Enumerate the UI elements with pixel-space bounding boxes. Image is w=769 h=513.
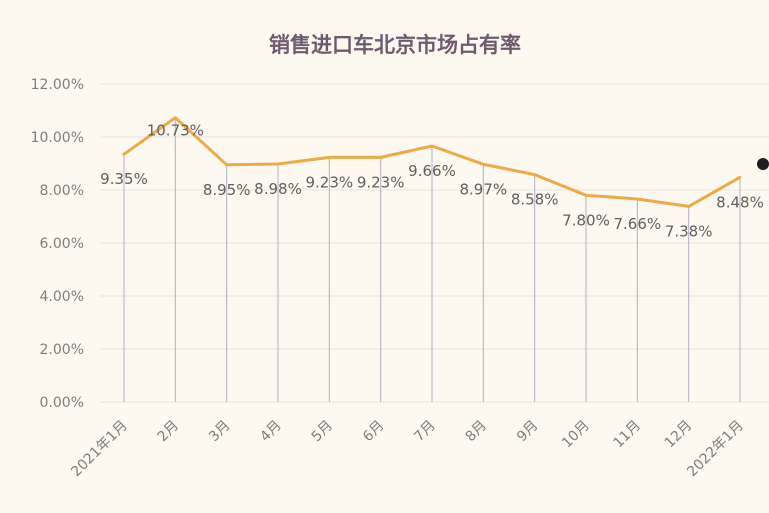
drop-lines	[123, 117, 741, 402]
x-tick-label: 6月	[360, 418, 388, 446]
x-tick-label: 8月	[463, 418, 491, 446]
scroll-indicator-dot[interactable]	[757, 158, 769, 170]
chart-title: 销售进口车北京市场占有率	[269, 33, 521, 57]
data-label: 8.48%	[716, 193, 764, 211]
y-tick-label: 4.00%	[40, 289, 84, 305]
x-tick-label: 2021年1月	[68, 418, 131, 481]
data-label: 7.66%	[614, 215, 662, 233]
data-label: 8.97%	[460, 180, 508, 198]
series-line	[122, 116, 742, 208]
x-tick-label: 4月	[257, 418, 285, 446]
data-labels: 9.35%10.73%8.95% 8.98% 9.23% 9.23%9.66%8.97…	[100, 122, 764, 241]
x-tick-label: 9月	[514, 418, 542, 446]
x-tick-label: 2月	[155, 418, 183, 446]
y-tick-label: 2.00%	[40, 342, 84, 358]
grid	[100, 83, 769, 403]
data-label: 9.23%	[306, 173, 354, 191]
data-label: 10.73%	[147, 122, 204, 140]
x-tick-label: 2022年1月	[684, 418, 747, 481]
y-tick-label: 0.00%	[40, 395, 84, 411]
data-label: 9.66%	[408, 162, 456, 180]
data-label: 9.23%	[357, 173, 405, 191]
data-label: 8.95%	[203, 181, 251, 199]
data-label: 8.58%	[511, 191, 559, 209]
series-layer	[122, 116, 742, 208]
x-tick-label: 7月	[411, 418, 439, 446]
y-tick-label: 8.00%	[40, 183, 84, 199]
y-tick-label: 12.00%	[31, 77, 84, 93]
y-axis: 0.00% 2.00% 4.00% 6.00% 8.00% 10.00% 12.00%	[31, 77, 84, 411]
data-label: 7.38%	[665, 222, 713, 240]
y-tick-label: 10.00%	[31, 130, 84, 146]
x-tick-label: 11月	[610, 418, 644, 452]
y-tick-label: 6.00%	[40, 236, 84, 252]
x-tick-label: 10月	[559, 418, 593, 452]
x-tick-label: 12月	[662, 418, 696, 452]
x-tick-label: 5月	[309, 418, 337, 446]
x-tick-label: 3月	[206, 418, 234, 446]
data-label: 7.80%	[562, 211, 610, 229]
data-label: 9.35%	[100, 170, 148, 188]
data-label: 8.98%	[254, 180, 302, 198]
